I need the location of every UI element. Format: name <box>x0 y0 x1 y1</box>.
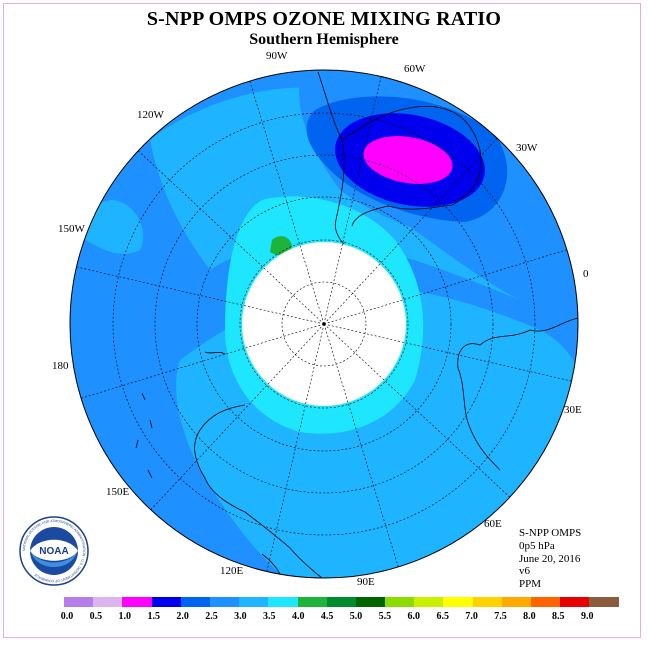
map-subtitle: Southern Hemisphere <box>249 31 399 48</box>
info-units: PPM <box>519 578 542 591</box>
colorbar-segment <box>443 597 473 607</box>
longitude-label: 90E <box>357 576 375 588</box>
longitude-label: 180 <box>52 360 69 372</box>
colorbar-label: 8.0 <box>523 611 536 622</box>
colorbar-label: 4.5 <box>320 611 334 622</box>
noaa-logo-text: NOAA <box>39 546 68 557</box>
colorbar-label: 1.0 <box>118 611 132 622</box>
info-version: v6 <box>519 565 530 578</box>
colorbar-label: 2.0 <box>176 611 189 622</box>
longitude-label: 90W <box>266 50 288 62</box>
field-1-0-core <box>363 136 453 184</box>
longitude-label: 150W <box>58 223 85 235</box>
noaa-logo: NOAA NATIONAL OCEANIC AND ATMOSPHERIC AD… <box>19 516 89 586</box>
info-block: S-NPP OMPS 0p5 hPa June 20, 2016 v6 PPM <box>519 527 581 591</box>
colorbar-segment <box>326 597 356 607</box>
graticule <box>112 112 536 536</box>
colorbar-label: 6.5 <box>436 611 449 622</box>
colorbar-segment <box>93 597 123 607</box>
colorbar-label: 0.5 <box>89 611 103 622</box>
colorbar-segment <box>122 597 152 607</box>
field-4-0-patch <box>270 236 292 256</box>
colorbar-segment <box>151 597 181 607</box>
colorbar-segment <box>180 597 210 607</box>
colorbar-label: 7.5 <box>494 611 507 622</box>
colorbar-label: 8.5 <box>552 611 565 622</box>
longitude-label: 30W <box>516 142 538 154</box>
colorbar-label: 9.0 <box>580 611 594 622</box>
colorbar-label: 7.0 <box>465 611 478 622</box>
colorbar-segment <box>589 597 619 607</box>
colorbar-label: 1.5 <box>147 611 160 622</box>
colorbar-label: 3.0 <box>234 611 247 622</box>
colorbar-segment <box>385 597 415 607</box>
longitude-label: 120W <box>137 109 164 121</box>
longitude-label: 120E <box>220 565 244 577</box>
coastlines <box>135 71 578 578</box>
colorbar-label: 5.5 <box>378 611 392 622</box>
info-instrument: S-NPP OMPS <box>519 527 582 539</box>
colorbar-segment <box>297 597 327 607</box>
colorbar-segment <box>531 597 561 607</box>
field-2-5-west-band <box>70 278 182 370</box>
colorbar-label: 6.0 <box>407 611 421 622</box>
colorbar-label: 3.5 <box>263 611 276 622</box>
colorbar-segment <box>239 597 269 607</box>
colorbar-segment <box>472 597 502 607</box>
info-date: June 20, 2016 <box>519 552 581 565</box>
longitude-label: 150E <box>106 486 130 498</box>
south-pole-marker <box>322 322 326 326</box>
colorbar-segment <box>501 597 531 607</box>
longitude-label: 60E <box>484 518 502 530</box>
colorbar <box>64 597 619 607</box>
colorbar-segment <box>414 597 444 607</box>
figure-frame <box>3 3 641 638</box>
map-border <box>69 69 579 579</box>
colorbar-segment <box>355 597 386 607</box>
colorbar-segment <box>209 597 240 607</box>
colorbar-segment <box>560 597 590 607</box>
colorbar-segment <box>268 597 298 607</box>
longitude-label: 30E <box>564 404 582 416</box>
colorbar-segment <box>64 597 94 607</box>
info-level: 0p5 hPa <box>519 539 555 552</box>
colorbar-label: 4.0 <box>291 611 305 622</box>
map-title: S-NPP OMPS OZONE MIXING RATIO <box>146 8 502 30</box>
colorbar-label: 5.0 <box>349 611 363 622</box>
longitude-label: 0 <box>583 268 589 280</box>
colorbar-label: 0.0 <box>60 611 74 622</box>
longitude-label: 60W <box>404 63 426 75</box>
colorbar-label: 2.5 <box>205 611 218 622</box>
